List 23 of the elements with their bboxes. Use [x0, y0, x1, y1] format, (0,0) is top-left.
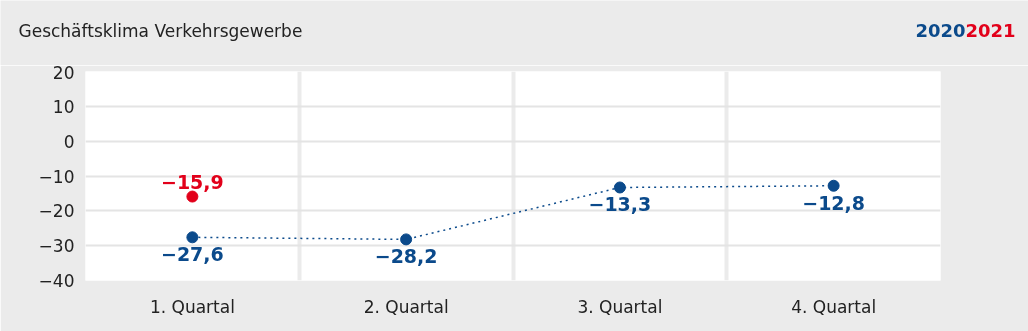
- y-tick-label: −10: [38, 166, 75, 187]
- chart-title: Geschäftsklima Verkehrsgewerbe: [18, 20, 303, 41]
- y-tick-label: 10: [52, 96, 75, 117]
- point: [613, 181, 626, 194]
- data-label: −27,6: [160, 243, 224, 266]
- text: 2021: [965, 20, 1016, 41]
- y-tick-label: 20: [52, 62, 75, 83]
- x-tick-label: 3. Quartal: [577, 296, 663, 317]
- y-tick-label: −30: [38, 236, 75, 257]
- data-label: −28,2: [374, 245, 438, 268]
- data-label: −15,9: [160, 170, 224, 193]
- x-tick-label: 1. Quartal: [149, 296, 235, 317]
- point: [400, 233, 413, 246]
- text: 2020: [915, 20, 966, 41]
- x-tick-label: 2. Quartal: [363, 296, 449, 317]
- y-tick-label: 0: [63, 131, 75, 152]
- y-tick-label: −40: [38, 271, 75, 291]
- point: [186, 231, 199, 244]
- x-tick-label: 4. Quartal: [791, 296, 877, 317]
- y-tick-label: −20: [38, 201, 75, 222]
- point: [827, 179, 840, 192]
- data-label: −12,8: [802, 191, 866, 214]
- data-label: −13,3: [588, 193, 652, 216]
